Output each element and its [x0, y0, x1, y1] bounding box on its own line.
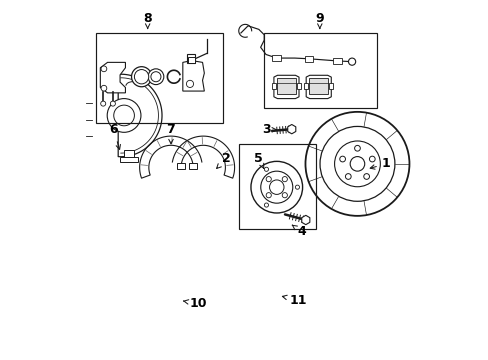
Bar: [123, 150, 134, 158]
Bar: [264, 33, 376, 108]
Circle shape: [265, 193, 271, 198]
Text: 7: 7: [166, 123, 175, 144]
Text: 11: 11: [282, 294, 306, 307]
Text: 1: 1: [369, 157, 390, 170]
Bar: [177, 163, 184, 169]
Circle shape: [282, 193, 287, 198]
Bar: [272, 55, 281, 61]
Circle shape: [269, 180, 284, 194]
Circle shape: [264, 167, 268, 171]
Polygon shape: [308, 78, 328, 94]
Polygon shape: [276, 78, 296, 94]
Circle shape: [101, 85, 106, 91]
Bar: [296, 83, 301, 89]
Circle shape: [349, 157, 364, 171]
Circle shape: [148, 69, 163, 85]
Bar: [187, 54, 195, 63]
Circle shape: [186, 80, 193, 87]
Bar: [96, 33, 223, 123]
Circle shape: [354, 145, 360, 151]
Circle shape: [101, 66, 106, 72]
Text: 6: 6: [109, 123, 120, 149]
Circle shape: [282, 176, 287, 182]
Bar: [238, 144, 316, 229]
Text: 2: 2: [216, 152, 230, 168]
Bar: [120, 157, 138, 162]
Circle shape: [295, 185, 299, 189]
Circle shape: [131, 67, 151, 87]
Bar: [328, 83, 333, 89]
Circle shape: [339, 156, 345, 162]
Circle shape: [305, 112, 408, 216]
Text: 9: 9: [315, 12, 324, 28]
Circle shape: [368, 156, 374, 162]
Text: 4: 4: [292, 225, 305, 238]
Bar: [188, 57, 195, 63]
Polygon shape: [100, 62, 125, 93]
Circle shape: [107, 99, 141, 132]
Circle shape: [345, 174, 350, 179]
Polygon shape: [140, 136, 202, 178]
Text: 3: 3: [261, 123, 276, 136]
Bar: [304, 56, 313, 62]
Circle shape: [110, 101, 115, 106]
Circle shape: [348, 58, 355, 65]
Polygon shape: [287, 125, 295, 134]
Polygon shape: [305, 75, 330, 99]
Bar: [304, 83, 308, 89]
Circle shape: [151, 72, 161, 82]
Polygon shape: [301, 215, 309, 225]
Circle shape: [101, 101, 105, 106]
Text: 5: 5: [254, 152, 263, 168]
Text: 10: 10: [183, 297, 206, 310]
Polygon shape: [183, 60, 204, 91]
Text: 8: 8: [143, 12, 152, 28]
Bar: [188, 163, 196, 169]
Circle shape: [363, 174, 369, 179]
Bar: [333, 58, 341, 64]
Bar: [271, 83, 276, 89]
Circle shape: [264, 203, 268, 207]
Circle shape: [265, 176, 271, 182]
Circle shape: [250, 161, 302, 213]
Polygon shape: [172, 136, 234, 178]
Circle shape: [134, 69, 148, 84]
Polygon shape: [273, 75, 298, 99]
